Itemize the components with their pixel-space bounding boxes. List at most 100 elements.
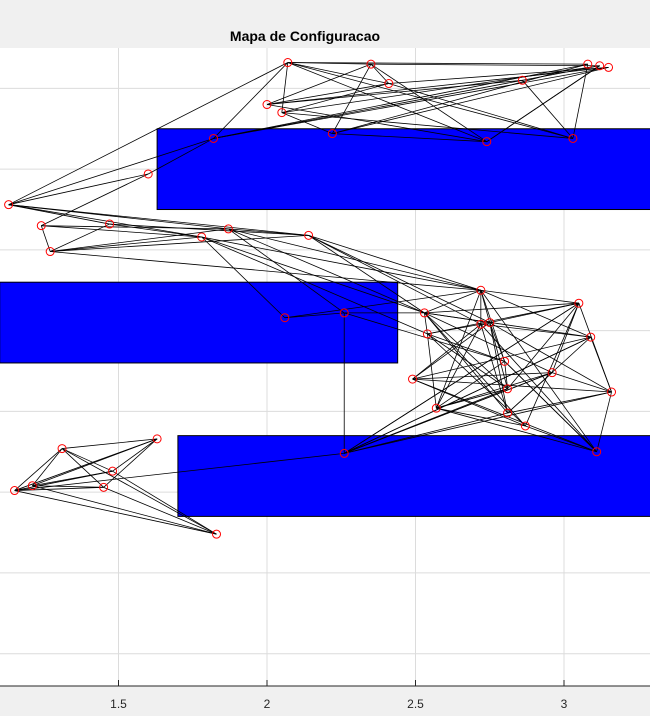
edge-line xyxy=(427,333,526,427)
edge-line xyxy=(50,228,229,252)
edge-line xyxy=(8,173,149,206)
edge-line xyxy=(284,289,481,319)
edge-line xyxy=(109,223,309,236)
edge-line xyxy=(436,388,508,409)
edge-line xyxy=(61,448,113,472)
edge-line xyxy=(308,234,481,291)
edge-line xyxy=(201,236,428,335)
edge-line xyxy=(424,302,579,314)
edge-line xyxy=(103,486,217,535)
edge-line xyxy=(61,448,104,488)
edge-line xyxy=(436,407,526,427)
edge-line xyxy=(344,412,508,454)
node-marker xyxy=(574,298,584,308)
edge-line xyxy=(435,324,482,409)
edge-line xyxy=(281,65,600,114)
edge-line xyxy=(308,235,490,323)
node-marker xyxy=(503,384,513,394)
edge-line xyxy=(50,223,110,252)
edge-line xyxy=(14,470,113,491)
node-marker xyxy=(485,318,495,328)
node-marker xyxy=(143,169,153,179)
edge-line xyxy=(32,485,104,488)
edge-line xyxy=(480,323,597,453)
edge-line xyxy=(427,333,508,390)
edge-line xyxy=(50,251,481,291)
edge-line xyxy=(8,138,214,206)
node-marker xyxy=(431,403,441,413)
node-marker xyxy=(384,79,394,89)
edge-line xyxy=(109,223,202,238)
nodes xyxy=(4,58,617,539)
edge-line xyxy=(228,228,481,291)
edge-line xyxy=(596,391,612,452)
edge-line xyxy=(287,62,574,139)
node-marker xyxy=(366,59,376,69)
node-marker xyxy=(586,332,596,342)
edge-line xyxy=(8,204,202,238)
edge-line xyxy=(424,312,508,390)
edge-line xyxy=(412,378,612,393)
node-marker xyxy=(10,486,20,496)
edge-line xyxy=(388,66,609,84)
node-marker xyxy=(517,75,527,85)
edge-line xyxy=(370,63,600,67)
node-marker xyxy=(547,368,557,378)
edge-line xyxy=(14,490,217,535)
edge-line xyxy=(112,438,158,472)
edge-line xyxy=(41,173,149,227)
x-tick-label: 2.5 xyxy=(407,697,424,711)
edge-line xyxy=(522,80,574,139)
edge-line xyxy=(284,312,345,319)
edge-line xyxy=(14,486,104,491)
edge-line xyxy=(8,204,309,236)
obstacle-3 xyxy=(177,435,650,517)
edge-line xyxy=(344,336,591,454)
node-marker xyxy=(339,448,349,458)
node-marker xyxy=(476,319,486,329)
edge-line xyxy=(590,336,612,393)
x-tick-label: 3 xyxy=(561,697,568,711)
node-marker xyxy=(607,387,617,397)
node-marker xyxy=(304,230,314,240)
edge-line xyxy=(489,322,612,393)
edge-line xyxy=(480,290,597,453)
edge-line xyxy=(424,312,591,338)
edge-line xyxy=(504,361,597,453)
edge-line xyxy=(41,225,202,238)
edge-line xyxy=(14,448,63,491)
edge-line xyxy=(388,83,574,139)
edge-line xyxy=(287,62,588,65)
node-marker xyxy=(152,434,162,444)
edge-line xyxy=(40,225,51,252)
x-tick-label: 2 xyxy=(264,697,271,711)
node-marker xyxy=(283,58,293,68)
edge-line xyxy=(427,302,579,335)
edge-line xyxy=(213,79,523,139)
node-marker xyxy=(223,224,233,234)
edge-line xyxy=(424,289,481,314)
edge-line xyxy=(507,391,612,414)
node-marker xyxy=(503,408,513,418)
node-marker xyxy=(482,137,492,147)
edge-line xyxy=(344,302,580,454)
edge-line xyxy=(551,372,612,393)
node-marker xyxy=(422,329,432,339)
edge-line xyxy=(266,83,389,105)
edge-line xyxy=(266,79,523,105)
edge-line xyxy=(436,372,553,409)
node-marker xyxy=(27,481,37,491)
node-marker xyxy=(99,482,109,492)
edge-line xyxy=(281,62,289,113)
node-marker xyxy=(108,466,118,476)
edge-line xyxy=(287,62,487,143)
edge-line xyxy=(332,133,487,143)
chart-title: Mapa de Configuracao xyxy=(229,28,381,44)
node-marker xyxy=(604,62,614,72)
edge-line xyxy=(266,66,609,105)
node-marker xyxy=(592,447,602,457)
node-marker xyxy=(105,219,115,229)
node-marker xyxy=(197,232,207,242)
edge-line xyxy=(281,112,333,134)
